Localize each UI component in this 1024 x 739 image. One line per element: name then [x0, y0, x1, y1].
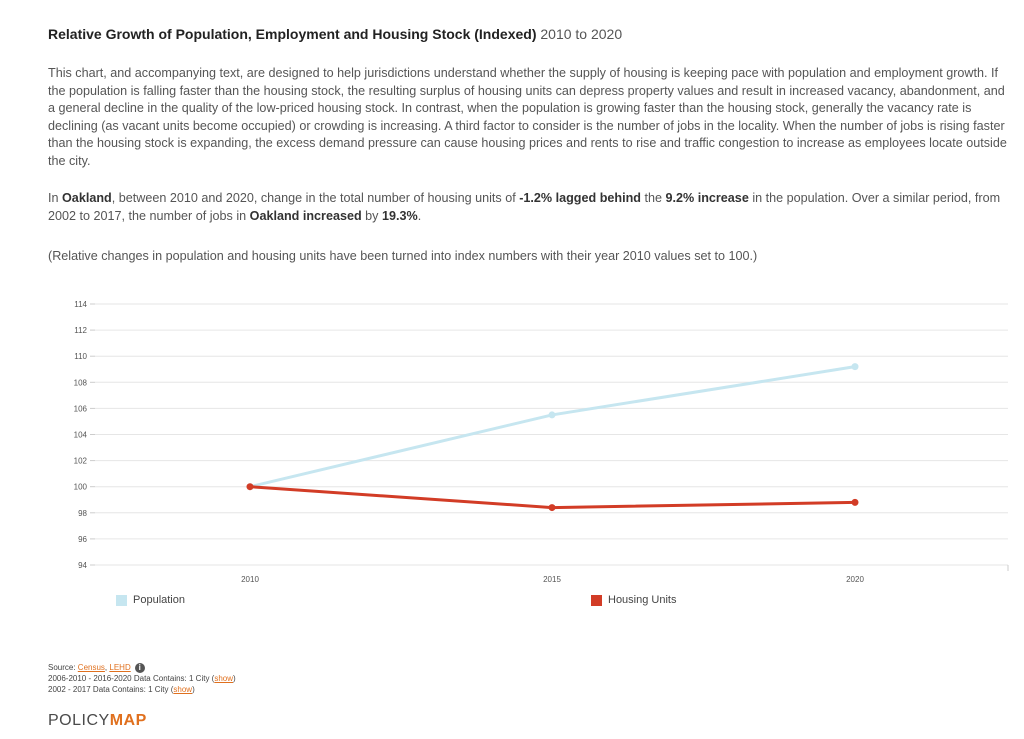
legend-item-population[interactable]: Population — [116, 594, 185, 606]
data-point-population — [851, 363, 859, 371]
legend-label-housing-units: Housing Units — [608, 594, 677, 606]
y-tick-label: 112 — [74, 326, 87, 335]
y-tick-label: 94 — [78, 561, 87, 570]
summary-population-change: 9.2% increase — [665, 191, 749, 205]
data-point-housing-units — [246, 483, 254, 491]
chart-summary: In Oakland, between 2010 and 2020, chang… — [48, 190, 1008, 225]
legend-swatch-population — [116, 594, 127, 606]
y-tick-label: 114 — [74, 300, 87, 309]
source-census-link[interactable]: Census — [77, 663, 105, 672]
x-tick-label: 2020 — [846, 575, 864, 584]
data-point-housing-units — [851, 498, 859, 506]
summary-text: the — [640, 191, 666, 205]
summary-text: In — [48, 191, 63, 205]
legend-item-housing-units[interactable]: Housing Units — [591, 594, 676, 606]
data-point-population — [548, 411, 556, 419]
summary-housing-change: -1.2% lagged behind — [519, 191, 641, 205]
x-tick-label: 2010 — [241, 575, 259, 584]
y-tick-label: 106 — [74, 404, 88, 413]
y-tick-label: 98 — [78, 509, 87, 518]
y-tick-label: 100 — [74, 483, 88, 492]
legend-label-population: Population — [133, 594, 185, 606]
y-tick-label: 110 — [74, 352, 87, 361]
chart-footer: Source: Census, LEHD i 2006-2010 - 2016-2… — [48, 662, 236, 695]
info-icon[interactable]: i — [134, 662, 145, 673]
summary-jobs-change: 19.3% — [381, 208, 418, 223]
series-line-population — [249, 365, 856, 489]
summary-text: by — [361, 208, 382, 223]
data-contains-text: ) — [192, 685, 195, 694]
show-link[interactable]: show — [173, 685, 193, 694]
data-point-housing-units — [548, 504, 556, 512]
index-note: (Relative changes in population and hous… — [48, 249, 758, 263]
y-tick-label: 104 — [74, 431, 88, 440]
summary-place: Oakland — [62, 191, 112, 205]
show-link[interactable]: show — [214, 674, 234, 683]
data-contains-text: 2002 - 2017 Data Contains: 1 City ( — [48, 685, 174, 694]
source-label: Source: — [48, 663, 78, 672]
legend-swatch-housing-units — [591, 594, 602, 606]
title-range: 2010 to 2020 — [540, 26, 623, 42]
policymap-logo: POLICYMAP — [48, 712, 147, 730]
y-tick-label: 108 — [74, 378, 88, 387]
data-contains-line-1: 2006-2010 - 2016-2020 Data Contains: 1 C… — [48, 673, 236, 684]
logo-map: MAP — [109, 712, 147, 729]
summary-text: in the population. Over a similar period… — [48, 191, 1001, 223]
chart-description: This chart, and accompanying text, are d… — [48, 66, 1007, 168]
source-lehd-link[interactable]: LEHD — [109, 663, 131, 672]
line-chart: 94 96 98 100 102 104 106 108 110 112 114 2010 2015 20… — [74, 300, 1009, 584]
source-separator: , — [104, 663, 110, 672]
y-tick-label: 102 — [74, 457, 88, 466]
data-contains-line-2: 2002 - 2017 Data Contains: 1 City (show) — [48, 684, 236, 695]
title-main: Relative Growth of Population, Employmen… — [48, 26, 537, 42]
data-contains-text: ) — [233, 674, 236, 683]
summary-text: , between 2010 and 2020, change in the t… — [111, 191, 520, 205]
source-line: Source: Census, LEHD i — [48, 662, 236, 673]
logo-policy: POLICY — [48, 712, 110, 729]
y-tick-label: 96 — [78, 535, 87, 544]
summary-jobs-place: Oakland increased — [249, 208, 362, 223]
x-tick-label: 2015 — [543, 575, 561, 584]
data-contains-text: 2006-2010 - 2016-2020 Data Contains: 1 C… — [48, 674, 215, 683]
chart-title: Relative Growth of Population, Employmen… — [48, 26, 622, 42]
summary-text: . — [417, 208, 422, 223]
